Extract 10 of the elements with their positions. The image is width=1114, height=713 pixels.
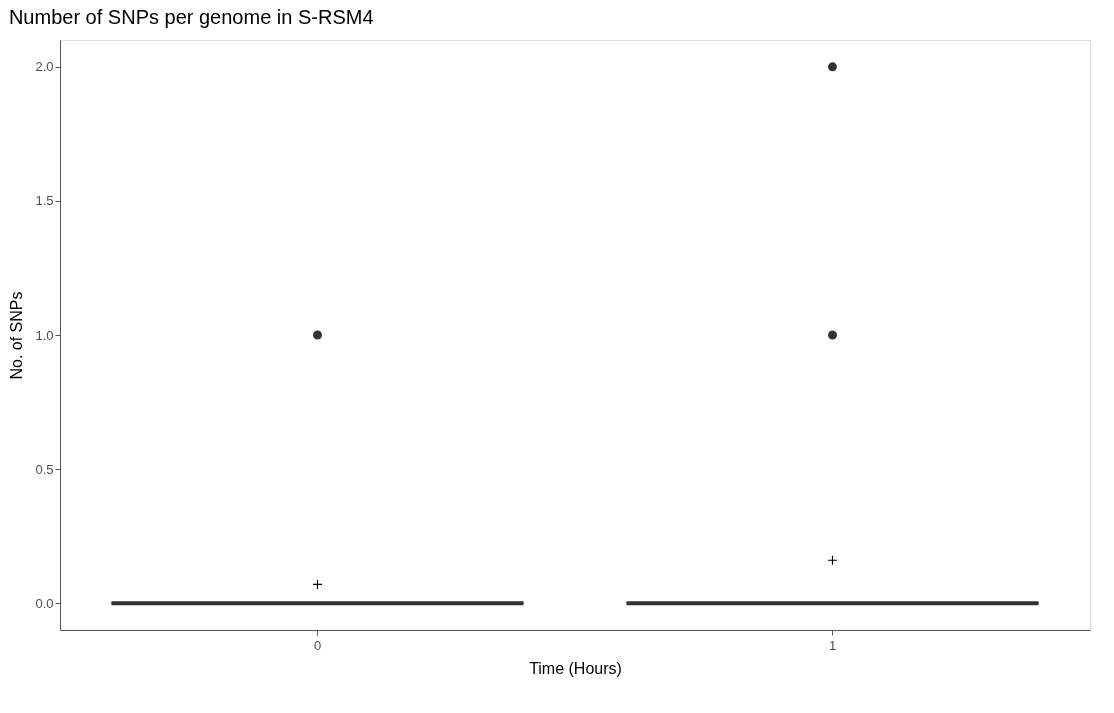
y-tick-label: 0.0: [35, 595, 54, 611]
x-axis-title: Time (Hours): [529, 659, 622, 677]
x-tick-label: 1: [828, 637, 837, 653]
y-axis-title: No. of SNPs: [8, 291, 26, 380]
x-tick-label: 0: [313, 637, 322, 653]
y-tick-label: 0.5: [35, 461, 54, 477]
chart-title: Number of SNPs per genome in S-RSM4: [8, 6, 374, 28]
y-tick-label: 1.5: [35, 193, 54, 209]
y-tick-label: 2.0: [35, 59, 54, 75]
y-tick-label: 1.0: [35, 327, 54, 343]
